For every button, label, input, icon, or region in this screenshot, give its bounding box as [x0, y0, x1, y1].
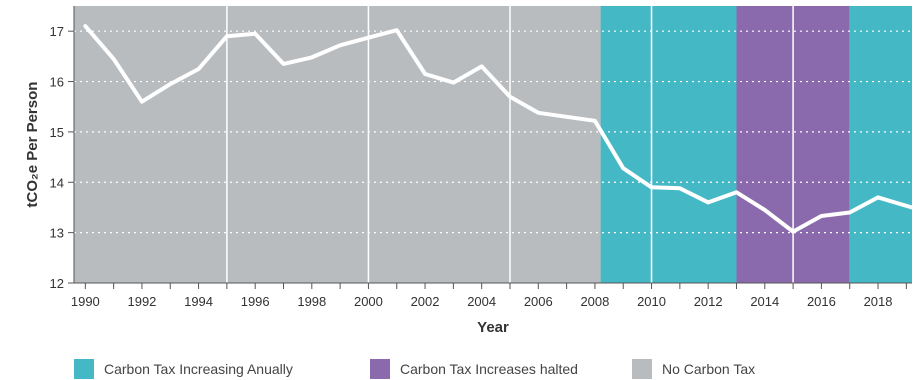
legend: Carbon Tax Increasing Anually Carbon Tax…: [74, 358, 914, 380]
x-axis-title: Year: [477, 319, 509, 336]
data-point: [113, 58, 115, 60]
data-point: [764, 209, 766, 211]
x-tick-label: 2018: [864, 294, 893, 309]
legend-swatch-halted: [370, 359, 390, 379]
legend-swatch-increasing: [74, 359, 94, 379]
x-tick-label: 2006: [524, 294, 553, 309]
period-band-increasing: [600, 6, 737, 283]
data-point: [679, 187, 681, 189]
legend-item-halted: Carbon Tax Increases halted: [370, 358, 578, 380]
data-point: [339, 44, 341, 46]
y-axis-ticks: 12 13 14 15 16 17: [50, 24, 74, 291]
period-band-increasing: [849, 6, 912, 283]
y-tick-label: 12: [50, 276, 64, 291]
y-axis-title: tCO₂e Per Person: [24, 82, 41, 208]
y-tick-label: 15: [50, 125, 64, 140]
data-point: [283, 63, 284, 65]
data-point: [84, 25, 86, 27]
data-point: [254, 33, 256, 35]
x-tick-label: 2002: [411, 294, 440, 309]
data-point: [198, 68, 200, 70]
x-tick-label: 2014: [750, 294, 779, 309]
series-line: [83, 24, 914, 234]
legend-label-halted: Carbon Tax Increases halted: [400, 361, 578, 377]
x-tick-label: 2012: [694, 294, 723, 309]
data-point: [566, 116, 568, 118]
data-point: [735, 191, 737, 193]
data-point: [367, 37, 369, 39]
data-point: [141, 101, 143, 103]
data-point: [311, 56, 313, 58]
period-band-no_tax: [74, 6, 601, 283]
x-tick-label: 2008: [580, 294, 609, 309]
legend-item-increasing: Carbon Tax Increasing Anually: [74, 358, 293, 380]
x-tick-label: 2004: [467, 294, 496, 309]
x-tick-label: 1994: [184, 294, 213, 309]
period-bands: [74, 6, 912, 283]
data-point: [849, 211, 851, 213]
x-tick-label: 1990: [71, 294, 100, 309]
x-tick-label: 1998: [297, 294, 326, 309]
data-point: [169, 83, 171, 85]
x-axis-ticks: 1990 1992 1994 1996 1998 2000 2002 2004 2006 2008…: [71, 283, 907, 309]
x-tick-label: 1992: [127, 294, 156, 309]
y-tick-label: 16: [50, 75, 64, 90]
data-point: [651, 186, 653, 188]
x-tick-label: 2000: [354, 294, 383, 309]
x-tick-label: 2010: [637, 294, 666, 309]
data-point: [622, 167, 624, 169]
y-tick-label: 13: [50, 226, 64, 241]
x-tick-label: 2016: [807, 294, 836, 309]
data-point: [911, 206, 913, 208]
data-point: [820, 215, 822, 217]
axes: [73, 6, 912, 284]
legend-label-increasing: Carbon Tax Increasing Anually: [104, 361, 293, 377]
grid-lines: [74, 30, 912, 234]
period-divider-lines: [226, 6, 794, 283]
series-group: [83, 24, 914, 234]
data-point: [481, 65, 483, 67]
data-point: [594, 120, 596, 122]
data-point: [877, 196, 879, 198]
legend-label-no-tax: No Carbon Tax: [662, 361, 756, 377]
data-point: [509, 96, 511, 98]
x-tick-label: 1996: [241, 294, 270, 309]
data-point: [707, 201, 709, 203]
data-point: [792, 231, 794, 233]
y-tick-label: 14: [50, 175, 64, 190]
data-point: [452, 82, 454, 84]
legend-swatch-no-tax: [632, 359, 652, 379]
legend-item-no-tax: No Carbon Tax: [632, 358, 755, 380]
data-point: [424, 73, 426, 75]
y-tick-label: 17: [50, 24, 64, 39]
data-point: [396, 29, 398, 31]
data-point: [226, 35, 228, 37]
data-point: [537, 112, 539, 114]
